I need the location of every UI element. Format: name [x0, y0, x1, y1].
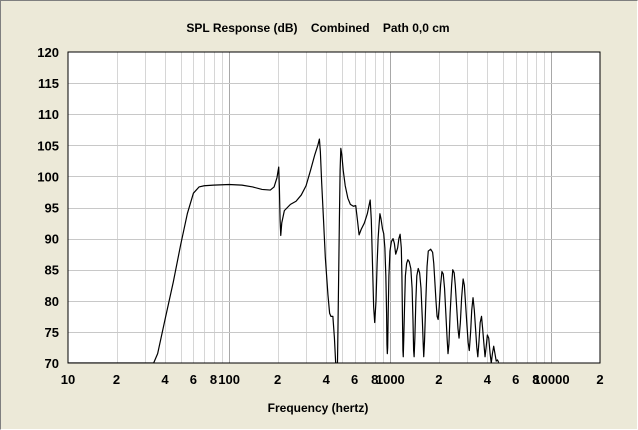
x-tick-label: 10000 — [533, 372, 569, 387]
y-tick-label: 110 — [38, 107, 59, 122]
x-axis-label: Frequency (hertz) — [268, 401, 369, 415]
y-tick-label: 100 — [37, 169, 59, 184]
y-tick-label: 90 — [45, 232, 59, 247]
x-tick-label: 1000 — [376, 372, 405, 387]
y-tick-label: 105 — [37, 138, 59, 153]
y-tick-label: 85 — [45, 263, 59, 278]
spl-response-line — [68, 138, 500, 363]
x-tick-label: 6 — [512, 372, 519, 387]
plot-border — [67, 51, 601, 364]
x-tick-label: 2 — [596, 372, 603, 387]
x-tick-label: 10 — [61, 372, 75, 387]
x-tick-label: 100 — [218, 372, 240, 387]
y-tick-label: 75 — [45, 325, 59, 340]
x-tick-label: 8 — [371, 372, 378, 387]
y-tick-label: 115 — [38, 76, 59, 91]
x-tick-label: 2 — [274, 372, 281, 387]
x-tick-label: 4 — [161, 372, 169, 387]
x-tick-label: 2 — [435, 372, 442, 387]
plot-area — [68, 52, 600, 363]
y-axis-tick-labels: 70 75 80 85 90 95 100 105 110 115 120 — [37, 45, 59, 371]
chart-title: SPL Response (dB) Combined Path 0,0 cm — [186, 21, 449, 35]
x-tick-label: 6 — [351, 372, 358, 387]
y-tick-label: 95 — [45, 201, 59, 216]
x-tick-label: 8 — [210, 372, 217, 387]
x-tick-label: 8 — [532, 372, 539, 387]
x-tick-label: 4 — [484, 372, 492, 387]
x-tick-label: 4 — [323, 372, 331, 387]
y-tick-label: 120 — [37, 45, 59, 60]
y-tick-label: 70 — [45, 356, 59, 371]
x-tick-label: 6 — [190, 372, 197, 387]
y-tick-label: 80 — [45, 294, 59, 309]
x-tick-label: 2 — [113, 372, 120, 387]
response-series-group — [68, 138, 500, 363]
